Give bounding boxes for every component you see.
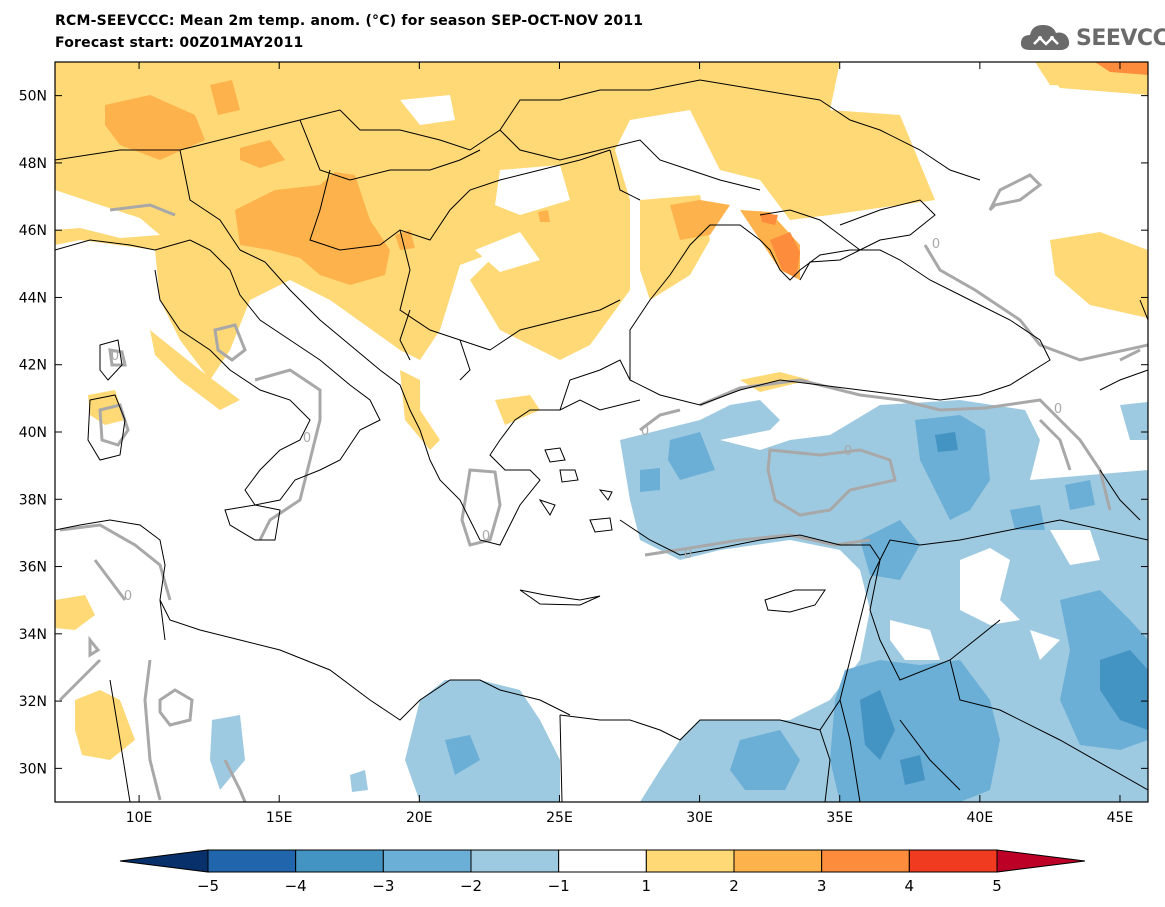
colorbar-box: [470, 849, 560, 873]
lat-tick-label: 38N: [19, 492, 47, 508]
anomaly-fields: 0 0 0 0 0 0 0 0 0: [55, 62, 1148, 802]
contour-label: 0: [482, 529, 490, 544]
lat-tick-label: 46N: [19, 223, 47, 239]
warm-anomaly-3-4: [760, 62, 1148, 278]
cloud-icon: [1020, 25, 1070, 50]
colorbar-box: [558, 849, 647, 873]
colorbar-box: [382, 849, 472, 873]
longitude-axis: 10E 15E 20E 25E 30E 35E 40E 45E: [126, 62, 1134, 826]
lon-tick-label: 35E: [826, 810, 853, 826]
colorbar-box: [645, 849, 735, 873]
seevccc-logo: SEEVCCC: [1018, 20, 1165, 56]
contour-label: 0: [684, 547, 692, 562]
colorbar-label: −1: [548, 877, 570, 895]
latitude-axis: 50N 48N 46N 44N 42N 40N 38N 36N 34N 32N 30N: [19, 89, 1148, 777]
forecast-start-label: Forecast start: 00Z01MAY2011: [55, 35, 304, 51]
logo-text: SEEVCCC: [1076, 25, 1165, 51]
lon-tick-label: 10E: [126, 810, 153, 826]
colorbar-box: [295, 849, 384, 873]
lat-tick-label: 30N: [19, 761, 47, 777]
colorbar-label: 3: [817, 877, 827, 895]
lat-tick-label: 34N: [19, 627, 47, 643]
contour-label: 0: [844, 444, 852, 459]
contour-label: 0: [1054, 402, 1062, 417]
warm-anomaly-1-2: [55, 62, 1148, 760]
lat-tick-label: 32N: [19, 694, 47, 710]
contour-label: 0: [111, 349, 119, 364]
colorbar-min-triangle: [119, 849, 209, 873]
colorbar-label: −5: [197, 877, 219, 895]
lat-tick-label: 36N: [19, 560, 47, 576]
contour-label: 0: [303, 431, 311, 446]
lat-tick-label: 50N: [19, 89, 47, 105]
colorbar: −5 −4 −3 −2 −1 1 2 3 4 5: [119, 849, 1086, 895]
colorbar-box: [733, 849, 823, 873]
contour-label: 0: [641, 424, 649, 439]
colorbar-box: [821, 849, 910, 873]
lon-tick-label: 45E: [1107, 810, 1134, 826]
lat-tick-label: 48N: [19, 156, 47, 172]
colorbar-label: −4: [285, 877, 307, 895]
lon-tick-label: 25E: [546, 810, 573, 826]
contour-label: 0: [124, 589, 132, 604]
coastlines-and-borders: [55, 79, 1148, 802]
colorbar-label: 4: [905, 877, 915, 895]
lon-tick-label: 40E: [967, 810, 994, 826]
contour-label: 0: [932, 237, 940, 252]
map-title: RCM-SEEVCCC: Mean 2m temp. anom. (°C) fo…: [55, 13, 644, 29]
colorbar-box: [207, 849, 297, 873]
colorbar-label: 1: [642, 877, 652, 895]
colorbar-label: 5: [992, 877, 1002, 895]
colorbar-box: [908, 849, 998, 873]
colorbar-label: 2: [729, 877, 739, 895]
contour-labels: 0 0 0 0 0 0 0 0 0: [111, 237, 1062, 604]
lon-tick-label: 30E: [686, 810, 713, 826]
lon-tick-label: 20E: [406, 810, 433, 826]
lon-tick-label: 15E: [266, 810, 293, 826]
colorbar-label: −3: [372, 877, 394, 895]
cool-anomaly-1-2: [210, 400, 1148, 802]
colorbar-max-triangle: [996, 849, 1086, 873]
lat-tick-label: 44N: [19, 290, 47, 306]
lat-tick-label: 42N: [19, 358, 47, 374]
lat-tick-label: 40N: [19, 425, 47, 441]
colorbar-label: −2: [460, 877, 482, 895]
cool-anomaly-3-4: [860, 432, 1148, 785]
